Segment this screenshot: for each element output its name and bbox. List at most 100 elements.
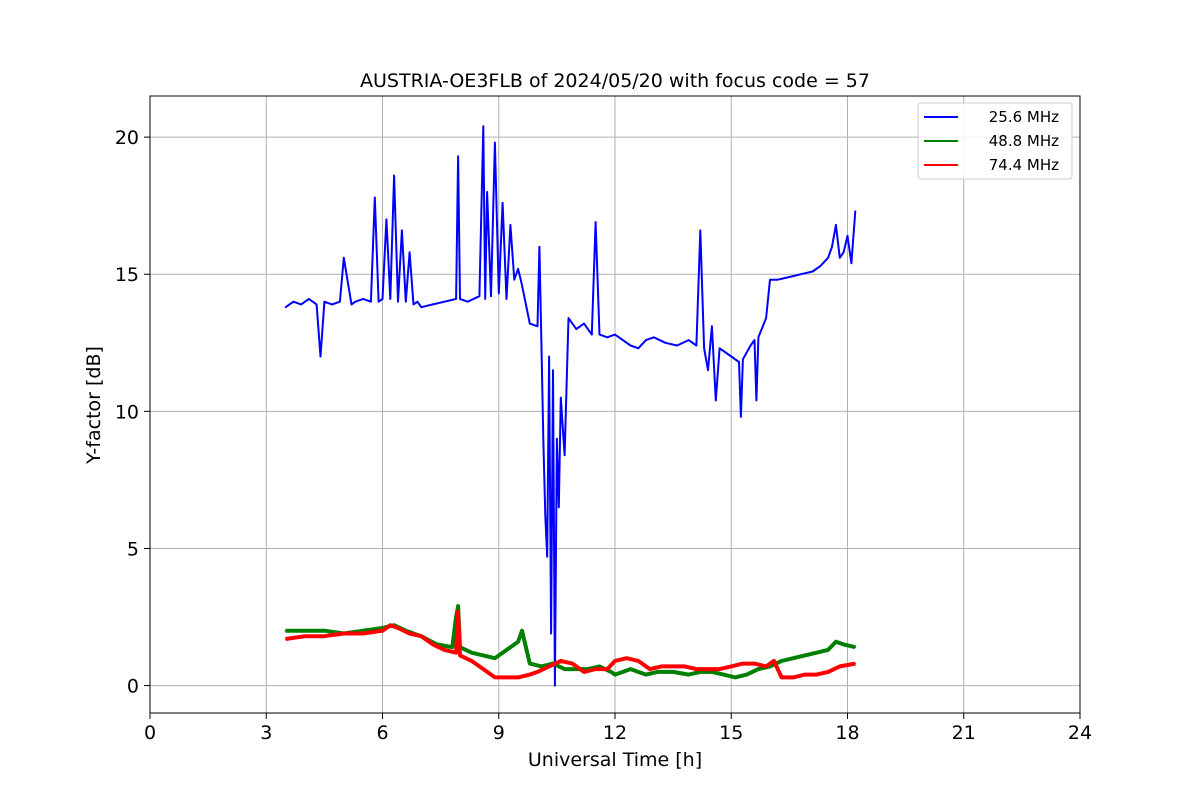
data-point bbox=[563, 454, 566, 457]
data-point bbox=[718, 347, 721, 350]
data-point bbox=[540, 665, 543, 668]
y-tick-label: 10 bbox=[115, 401, 139, 423]
data-point bbox=[734, 676, 736, 679]
data-point bbox=[792, 657, 795, 659]
x-axis-label: Universal Time [h] bbox=[528, 749, 702, 771]
data-point bbox=[482, 125, 485, 127]
data-point bbox=[451, 646, 454, 648]
data-point bbox=[687, 339, 690, 341]
data-point bbox=[457, 610, 459, 613]
data-point bbox=[554, 684, 556, 687]
data-point bbox=[614, 673, 616, 676]
data-point bbox=[517, 268, 519, 270]
data-point bbox=[432, 303, 434, 306]
data-point bbox=[594, 668, 597, 670]
data-point bbox=[842, 251, 845, 254]
data-point bbox=[625, 657, 628, 659]
data-point bbox=[567, 317, 570, 319]
data-point bbox=[478, 295, 481, 298]
data-point bbox=[556, 438, 558, 440]
data-point bbox=[459, 298, 461, 300]
data-point bbox=[389, 298, 392, 300]
data-point bbox=[374, 196, 376, 199]
data-point bbox=[494, 141, 496, 144]
data-point bbox=[839, 665, 841, 668]
legend-label: 48.8 MHz bbox=[989, 132, 1059, 150]
y-tick-label: 20 bbox=[115, 127, 139, 149]
data-point bbox=[815, 651, 818, 654]
data-point bbox=[457, 605, 459, 607]
data-point bbox=[536, 325, 539, 328]
data-point bbox=[397, 627, 399, 629]
data-point bbox=[513, 278, 516, 281]
x-tick-label: 12 bbox=[603, 722, 627, 744]
data-point bbox=[695, 344, 698, 347]
data-point bbox=[544, 514, 547, 517]
data-point bbox=[757, 336, 760, 339]
data-point bbox=[304, 635, 306, 637]
data-point bbox=[408, 632, 411, 635]
data-point bbox=[315, 303, 318, 306]
data-point bbox=[484, 298, 487, 300]
data-point bbox=[408, 251, 411, 254]
data-point bbox=[854, 210, 857, 212]
data-point bbox=[457, 155, 459, 158]
data-point bbox=[765, 665, 767, 668]
data-point bbox=[529, 673, 531, 676]
data-point bbox=[362, 298, 364, 300]
data-point bbox=[354, 300, 357, 303]
data-point bbox=[676, 344, 678, 347]
data-point bbox=[722, 673, 725, 676]
data-point bbox=[792, 676, 795, 679]
data-point bbox=[542, 438, 545, 440]
data-point bbox=[509, 224, 512, 226]
data-point bbox=[339, 300, 341, 303]
data-point bbox=[846, 235, 849, 237]
data-point bbox=[284, 629, 287, 632]
data-point bbox=[470, 651, 473, 654]
data-point bbox=[521, 629, 523, 632]
data-point bbox=[742, 662, 744, 665]
data-point bbox=[560, 396, 562, 399]
data-point bbox=[827, 257, 829, 259]
data-point bbox=[695, 668, 698, 670]
data-point bbox=[498, 292, 500, 295]
data-point bbox=[560, 660, 562, 662]
data-point bbox=[819, 265, 822, 267]
data-point bbox=[455, 651, 457, 654]
x-tick-label: 3 bbox=[260, 722, 272, 744]
series-layer bbox=[284, 125, 857, 687]
x-tick-label: 9 bbox=[493, 722, 505, 744]
data-point bbox=[776, 278, 779, 281]
data-point bbox=[730, 665, 733, 668]
y-tick-label: 5 bbox=[127, 538, 139, 560]
data-point bbox=[594, 221, 597, 223]
data-point bbox=[362, 629, 364, 632]
series-line bbox=[285, 609, 856, 680]
data-point bbox=[319, 355, 322, 358]
x-tick-label: 6 bbox=[376, 722, 388, 744]
data-point bbox=[323, 635, 326, 637]
data-point bbox=[629, 668, 632, 670]
data-point bbox=[742, 358, 744, 361]
data-point bbox=[381, 629, 384, 632]
data-point bbox=[598, 333, 601, 336]
x-tick-label: 15 bbox=[719, 722, 743, 744]
data-point bbox=[703, 347, 705, 350]
data-point bbox=[749, 344, 752, 347]
data-point bbox=[377, 300, 380, 303]
data-point bbox=[835, 640, 837, 643]
data-point bbox=[420, 306, 423, 309]
data-point bbox=[839, 257, 841, 259]
data-point bbox=[546, 555, 548, 558]
data-point bbox=[550, 632, 552, 635]
data-point bbox=[804, 673, 806, 676]
data-point bbox=[558, 506, 560, 509]
data-point bbox=[505, 676, 508, 679]
data-point bbox=[443, 649, 446, 651]
data-point bbox=[738, 361, 740, 363]
data-point bbox=[563, 668, 566, 670]
data-point bbox=[482, 654, 485, 657]
data-point bbox=[645, 673, 647, 676]
